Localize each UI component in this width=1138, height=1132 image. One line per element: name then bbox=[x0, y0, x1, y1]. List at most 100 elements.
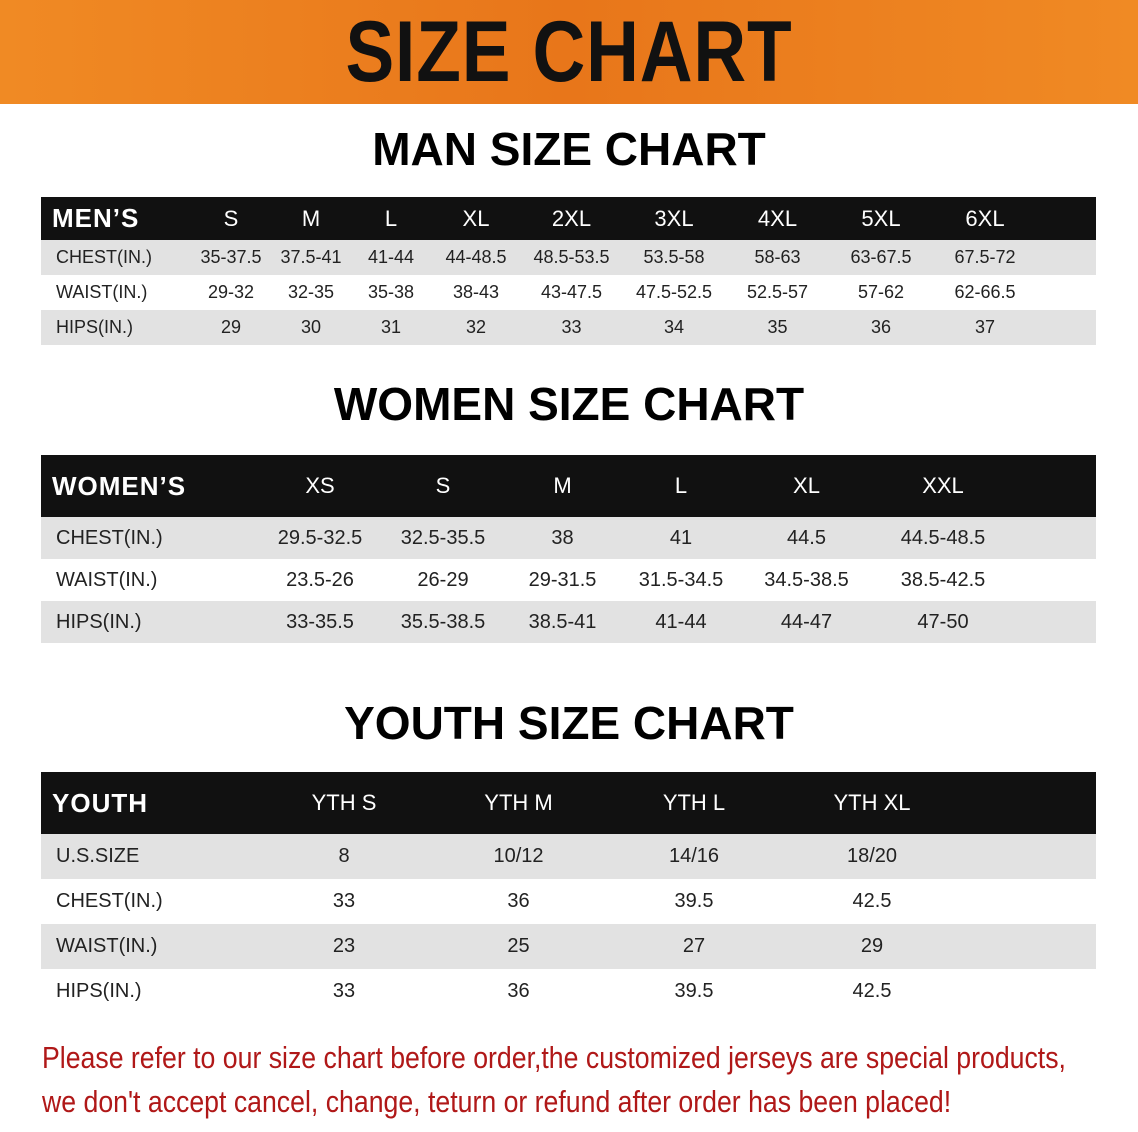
table-header-label: YOUTH bbox=[52, 787, 148, 818]
size-header: YTH M bbox=[484, 790, 553, 815]
table-cell: 41 bbox=[669, 526, 693, 549]
table-cell: 52.5-57 bbox=[746, 282, 809, 302]
size-header: 6XL bbox=[965, 205, 1005, 231]
table-cell: 44-47 bbox=[780, 610, 833, 633]
table-cell: 48.5-53.5 bbox=[533, 247, 610, 267]
size-header: 4XL bbox=[757, 205, 798, 231]
size-header: YTH L bbox=[662, 790, 726, 815]
row-label: CHEST(IN.) bbox=[56, 247, 152, 267]
table-cell: 35-37.5 bbox=[200, 247, 262, 267]
size-header: XL bbox=[462, 205, 490, 231]
table-cell: 32.5-35.5 bbox=[400, 526, 486, 549]
table-cell: 14/16 bbox=[668, 845, 720, 867]
size-header: 3XL bbox=[654, 205, 694, 231]
table-row: HIPS(IN.) 33-35.5 35.5-38.5 38.5-41 41-44 44-… bbox=[41, 601, 1096, 643]
table-cell: 33 bbox=[561, 317, 582, 337]
size-header: 2XL bbox=[551, 205, 592, 231]
size-header: S bbox=[223, 205, 239, 231]
table-cell: 30 bbox=[300, 317, 322, 337]
table-row: HIPS(IN.) 29 30 31 32 33 34 35 36 37 bbox=[41, 310, 1096, 345]
table-cell: 44.5-48.5 bbox=[900, 526, 986, 549]
table-cell: 37.5-41 bbox=[280, 247, 342, 267]
table-row: WAIST(IN.) 23 25 27 29 bbox=[41, 924, 1096, 969]
table-row: HIPS(IN.) 33 36 39.5 42.5 bbox=[41, 969, 1096, 1014]
size-header: YTH S bbox=[311, 790, 377, 815]
table-cell: 41-44 bbox=[655, 610, 707, 633]
women-section-title: WOMEN SIZE CHART bbox=[333, 378, 805, 430]
table-cell: 58-63 bbox=[754, 247, 801, 267]
table-cell: 8 bbox=[338, 845, 350, 867]
table-cell: 18/20 bbox=[846, 845, 898, 867]
table-cell: 67.5-72 bbox=[954, 247, 1016, 267]
youth-size-table: YOUTH YTH S YTH M YTH L YTH XL U.S.SIZE 8 10/12… bbox=[41, 772, 1096, 1014]
row-label: CHEST(IN.) bbox=[56, 526, 163, 549]
table-header-row: YOUTH YTH S YTH M YTH L YTH XL bbox=[41, 772, 1096, 834]
row-label: WAIST(IN.) bbox=[56, 282, 148, 302]
table-cell: 53.5-58 bbox=[643, 247, 705, 267]
table-cell: 33 bbox=[332, 980, 356, 1002]
table-cell: 32 bbox=[465, 317, 487, 337]
size-header: L bbox=[674, 473, 688, 498]
size-header: YTH XL bbox=[833, 790, 911, 815]
table-cell: 36 bbox=[507, 980, 530, 1002]
table-cell: 41-44 bbox=[367, 247, 415, 267]
table-cell: 29 bbox=[860, 935, 884, 957]
size-header: S bbox=[435, 473, 451, 498]
table-cell: 26-29 bbox=[417, 568, 469, 591]
row-label: HIPS(IN.) bbox=[56, 610, 142, 633]
table-cell: 29 bbox=[220, 317, 242, 337]
youth-section-title: YOUTH SIZE CHART bbox=[344, 697, 794, 749]
table-header-label: MEN’S bbox=[52, 203, 140, 233]
notice-line-2: we don't accept cancel, change, teturn o… bbox=[42, 1084, 952, 1119]
table-row: U.S.SIZE 8 10/12 14/16 18/20 bbox=[41, 834, 1096, 879]
size-header: XL bbox=[793, 473, 820, 498]
table-cell: 32-35 bbox=[287, 282, 335, 302]
table-cell: 31.5-34.5 bbox=[638, 568, 724, 591]
row-label: HIPS(IN.) bbox=[56, 980, 142, 1002]
table-cell: 38.5-42.5 bbox=[900, 568, 986, 591]
table-cell: 43-47.5 bbox=[540, 282, 603, 302]
table-cell: 38.5-41 bbox=[528, 610, 597, 633]
table-cell: 33-35.5 bbox=[286, 610, 354, 633]
notice-line-1: Please refer to our size chart before or… bbox=[42, 1040, 1066, 1075]
table-cell: 34.5-38.5 bbox=[764, 568, 849, 591]
table-cell: 36 bbox=[870, 317, 892, 337]
table-cell: 35 bbox=[767, 317, 788, 337]
order-notice: Please refer to our size chart before or… bbox=[42, 1036, 1066, 1124]
row-label: WAIST(IN.) bbox=[56, 935, 158, 957]
row-label: HIPS(IN.) bbox=[56, 317, 134, 337]
size-header: 5XL bbox=[861, 205, 901, 231]
row-label: WAIST(IN.) bbox=[56, 568, 158, 591]
size-header: XXL bbox=[922, 473, 964, 498]
table-cell: 10/12 bbox=[493, 845, 544, 867]
table-cell: 44-48.5 bbox=[445, 247, 507, 267]
table-cell: 39.5 bbox=[674, 980, 714, 1002]
table-row: CHEST(IN.) 29.5-32.5 32.5-35.5 38 41 44.5 44.5… bbox=[41, 517, 1096, 559]
table-cell: 44.5 bbox=[787, 526, 826, 549]
table-header-row: MEN’S S M L XL 2XL 3XL 4XL 5XL 6XL bbox=[41, 197, 1096, 240]
table-cell: 39.5 bbox=[674, 890, 714, 912]
table-cell: 47-50 bbox=[917, 610, 969, 633]
table-cell: 25 bbox=[507, 935, 530, 957]
table-cell: 27 bbox=[682, 935, 706, 957]
men-section-title: MAN SIZE CHART bbox=[372, 123, 766, 175]
table-cell: 34 bbox=[663, 317, 685, 337]
banner-title: SIZE CHART bbox=[345, 3, 793, 100]
table-cell: 63-67.5 bbox=[850, 247, 912, 267]
table-cell: 47.5-52.5 bbox=[635, 282, 713, 302]
table-cell: 62-66.5 bbox=[954, 282, 1016, 302]
table-cell: 33 bbox=[332, 890, 356, 912]
size-header: M bbox=[553, 473, 572, 498]
table-cell: 35-38 bbox=[367, 282, 415, 302]
table-cell: 35.5-38.5 bbox=[400, 610, 486, 633]
table-row: CHEST(IN.) 33 36 39.5 42.5 bbox=[41, 879, 1096, 924]
table-cell: 36 bbox=[507, 890, 530, 912]
table-cell: 37 bbox=[974, 317, 996, 337]
table-header-label: WOMEN’S bbox=[52, 470, 187, 501]
table-cell: 42.5 bbox=[852, 890, 892, 912]
table-cell: 57-62 bbox=[857, 282, 905, 302]
table-cell: 38-43 bbox=[452, 282, 500, 302]
table-cell: 29-31.5 bbox=[528, 568, 597, 591]
table-row: WAIST(IN.) 23.5-26 26-29 29-31.5 31.5-34.5 34… bbox=[41, 559, 1096, 601]
size-header: M bbox=[301, 205, 321, 231]
